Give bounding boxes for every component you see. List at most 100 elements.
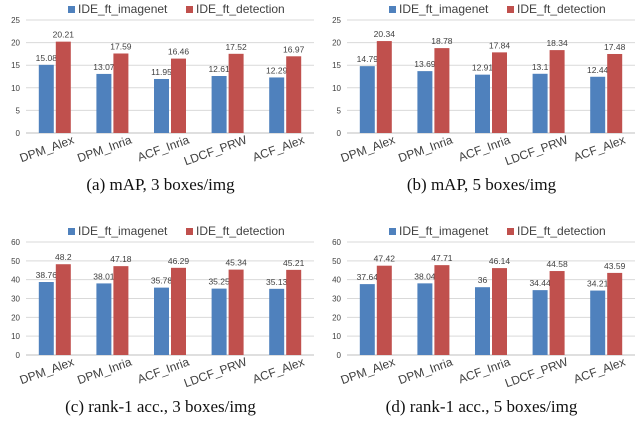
y-tick-label: 25: [332, 16, 341, 25]
bar-imagenet: [359, 284, 375, 355]
y-tick-label: 60: [332, 238, 341, 247]
y-tick-label: 25: [11, 16, 20, 25]
bar-detection: [434, 265, 450, 355]
bar-detection: [113, 266, 129, 355]
data-label: 37.64: [357, 272, 379, 282]
legend-label-1: IDE_ft_imagenet: [78, 2, 168, 16]
data-label: 12.44: [587, 65, 609, 75]
data-label: 47.42: [374, 254, 396, 264]
y-tick-label: 10: [11, 84, 20, 93]
data-label: 17.59: [110, 41, 132, 51]
bar-imagenet: [359, 66, 375, 133]
y-tick-label: 20: [332, 313, 341, 322]
legend-swatch-2: [186, 228, 193, 235]
data-label: 38.01: [93, 271, 115, 281]
chart-c: IDE_ft_imagenet IDE_ft_detection 0 10 20 30 40…: [11, 224, 314, 390]
data-label: 11.95: [151, 67, 172, 77]
data-label: 34.44: [529, 278, 551, 288]
y-tick-label: 20: [332, 39, 341, 48]
y-tick-label: 15: [332, 61, 341, 70]
category-label: DPM_Alex: [339, 133, 397, 166]
data-label: 35.13: [266, 277, 288, 287]
bar-detection: [113, 53, 129, 134]
legend-label-2: IDE_ft_detection: [196, 224, 285, 238]
category-label: DPM_Inria: [75, 355, 133, 388]
data-label: 34.21: [587, 279, 609, 289]
data-label: 44.58: [546, 259, 568, 269]
data-label: 38.04: [414, 271, 436, 281]
chart-panel-a: IDE_ft_imagenet IDE_ft_detection 0 5 10 15 20 2…: [0, 0, 321, 211]
bar-detection: [607, 53, 623, 133]
bar-detection: [434, 48, 450, 134]
legend-label-1: IDE_ft_imagenet: [78, 224, 168, 238]
data-label: 17.52: [225, 42, 247, 52]
category-label: LDCF_PRW: [503, 354, 570, 390]
legend-label-2: IDE_ft_detection: [196, 2, 285, 16]
bar-imagenet: [590, 76, 606, 133]
category-label: DPM_Alex: [18, 133, 76, 166]
bar-imagenet: [38, 282, 54, 355]
bar-imagenet: [96, 283, 112, 355]
legend-label-1: IDE_ft_imagenet: [399, 224, 489, 238]
y-tick-label: 30: [11, 295, 20, 304]
data-label: 17.84: [489, 40, 511, 50]
bar-detection: [228, 269, 244, 355]
data-label: 20.21: [53, 30, 75, 40]
legend-swatch-2: [186, 6, 193, 13]
data-label: 35.78: [151, 276, 173, 286]
bar-imagenet: [96, 73, 112, 133]
y-tick-label: 5: [16, 106, 21, 115]
legend-swatch-2: [507, 228, 514, 235]
data-label: 18.78: [431, 36, 453, 46]
category-label: DPM_Alex: [18, 355, 76, 388]
chart-panel-c: IDE_ft_imagenet IDE_ft_detection 0 10 20 30 40…: [0, 222, 321, 433]
category-label: ACF_Alex: [251, 355, 307, 387]
y-tick-label: 30: [332, 295, 341, 304]
bar-imagenet: [38, 64, 54, 133]
bar-detection: [607, 272, 623, 355]
chart-panel-d: IDE_ft_imagenet IDE_ft_detection 0 10 20 30 40…: [321, 222, 642, 433]
data-label: 38.76: [36, 270, 58, 280]
data-label: 16.46: [168, 47, 190, 57]
category-label: ACF_Alex: [572, 355, 628, 387]
bar-detection: [492, 52, 507, 133]
y-tick-label: 40: [332, 276, 341, 285]
y-tick-label: 10: [332, 84, 341, 93]
bar-imagenet: [211, 288, 227, 355]
bar-imagenet: [269, 288, 285, 355]
bar-imagenet: [211, 76, 227, 133]
y-tick-label: 20: [11, 313, 20, 322]
bar-imagenet: [154, 78, 169, 133]
bar-imagenet: [154, 287, 169, 355]
category-label: DPM_Inria: [396, 133, 454, 166]
category-label: DPM_Inria: [75, 133, 133, 166]
y-tick-label: 0: [337, 351, 342, 360]
bar-detection: [55, 41, 71, 133]
bar-detection: [55, 264, 71, 355]
data-label: 45.21: [283, 258, 305, 268]
data-label: 13.07: [93, 62, 115, 72]
y-tick-label: 10: [11, 332, 20, 341]
caption-d: (d) rank-1 acc., 5 boxes/img: [385, 397, 578, 416]
chart-panel-b: IDE_ft_imagenet IDE_ft_detection 0 5 10 15 20 2…: [321, 0, 642, 211]
bar-detection: [171, 267, 186, 355]
data-label: 45.34: [225, 258, 247, 268]
bar-detection: [286, 269, 302, 355]
bar-detection: [376, 265, 392, 355]
data-label: 12.91: [472, 63, 494, 73]
category-label: DPM_Alex: [339, 355, 397, 388]
bar-detection: [492, 268, 507, 355]
chart-a: IDE_ft_imagenet IDE_ft_detection 0 5 10 15 20 2…: [11, 2, 314, 168]
bar-detection: [376, 41, 392, 133]
y-tick-label: 0: [16, 351, 21, 360]
data-label: 15.08: [36, 53, 58, 63]
category-label: LDCF_PRW: [503, 132, 570, 168]
y-tick-label: 10: [332, 332, 341, 341]
caption-b: (b) mAP, 5 boxes/img: [406, 175, 557, 194]
category-label: ACF_Alex: [251, 133, 307, 165]
y-tick-label: 0: [337, 129, 342, 138]
y-tick-label: 5: [337, 106, 342, 115]
y-tick-label: 40: [11, 276, 20, 285]
data-label: 13.1: [532, 62, 549, 72]
bar-detection: [171, 58, 186, 133]
